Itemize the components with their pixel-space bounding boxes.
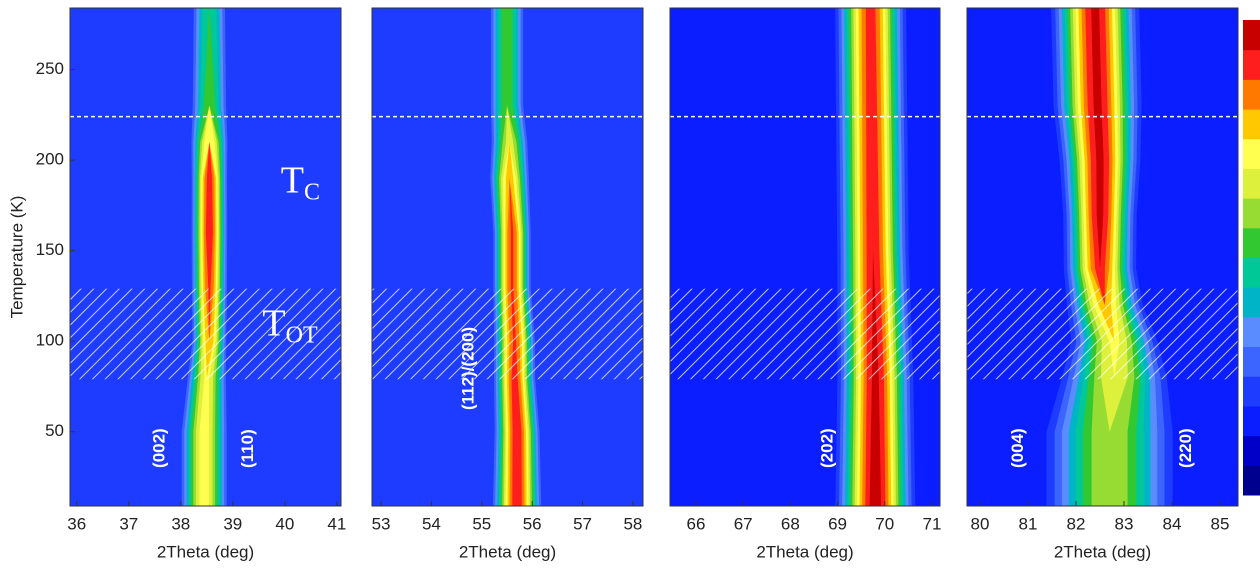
x-tick-label: 40 [275,514,294,533]
panel: (202) 66 67 68 69 70 71 2Theta (deg) [669,7,942,561]
annotation-sub: OT [286,322,318,348]
contour-level [869,8,882,506]
x-tick-label: 83 [1115,514,1134,533]
annotation: (220) [1176,428,1195,468]
x-tick-label: 41 [327,514,346,533]
annotation: (002) [149,428,168,468]
x-tick-label: 58 [623,514,642,533]
colorbar-swatch [1243,376,1260,407]
y-axis-label: Temperature (K) [7,196,26,319]
colorbar-swatch [1243,20,1260,51]
frame [69,7,342,507]
x-tick-label: 37 [119,514,138,533]
annotation: TC [281,159,320,205]
hatch-band [372,288,643,380]
colorbar-swatch [1243,138,1260,169]
annotation: TOT [262,302,318,348]
x-tick-label: 54 [422,514,441,533]
y-tick-label: 250 [36,59,64,78]
x-tick-label: 80 [971,514,990,533]
colorbar-swatch [1243,346,1260,377]
colorbar-swatch [1243,435,1260,466]
x-tick-label: 66 [687,514,706,533]
annotation: (004) [1008,428,1027,468]
annotation-main: T [281,159,304,201]
x-tick-label: 84 [1163,514,1182,533]
x-axis-label: 2Theta (deg) [459,542,556,561]
x-tick-label: 57 [573,514,592,533]
x-tick-label: 71 [923,514,942,533]
colorbar-swatch [1243,109,1260,140]
x-tick-label: 81 [1019,514,1038,533]
annotation-main: T [262,302,285,344]
frame [371,7,644,507]
colorbar-swatch [1243,465,1260,496]
colorbar-swatch [1243,227,1260,258]
panel: (112)/(200) 53 54 55 56 57 58 2Theta (deg) [371,7,644,561]
panel: (004) (220) 80 81 82 83 84 85 2Theta (deg) [966,7,1239,561]
frame [966,7,1239,507]
x-tick-label: 68 [781,514,800,533]
x-tick-label: 85 [1211,514,1230,533]
x-tick-label: 56 [523,514,542,533]
x-tick-label: 36 [67,514,86,533]
contour-level [1091,8,1115,506]
frame [669,7,941,507]
contour-level [506,8,525,506]
x-tick-label: 39 [223,514,242,533]
x-tick-label: 55 [472,514,491,533]
x-tick-label: 53 [372,514,391,533]
colorbar-swatch [1243,316,1260,348]
y-tick-label: 100 [36,331,64,350]
annotation: (112)/(200) [459,327,478,410]
colorbar-swatch [1243,49,1260,80]
annotation-sub: C [304,179,320,205]
plot-area: (202) [670,8,940,506]
colorbar-swatch [1243,257,1260,288]
colorbar-swatch [1243,405,1260,437]
hatch-band [967,288,1238,380]
x-axis-label: 2Theta (deg) [157,542,254,561]
x-axis-label: 2Theta (deg) [756,542,853,561]
hatch-band [70,288,341,380]
colorbar-swatch [1243,168,1260,199]
x-tick-label: 67 [734,514,753,533]
plot-area: (112)/(200) [372,8,643,506]
x-tick-label: 38 [171,514,190,533]
x-tick-label: 69 [828,514,847,533]
colorbar-swatch [1243,198,1260,229]
annotation: (202) [818,428,837,468]
x-axis-label: 2Theta (deg) [1054,542,1151,561]
x-tick-label: 82 [1067,514,1086,533]
y-tick-label: 200 [36,150,64,169]
plot-area: (004) (220) [967,8,1238,506]
colorbar-swatch [1243,79,1260,110]
contour-level [506,8,522,506]
hatch-band [670,288,940,380]
contour-level [865,8,886,506]
contour-level [204,8,213,506]
x-tick-label: 70 [875,514,894,533]
y-tick-label: 150 [36,240,64,259]
y-tick-label: 50 [45,421,64,440]
annotation: (110) [238,429,257,468]
colorbar-swatch [1243,287,1260,318]
